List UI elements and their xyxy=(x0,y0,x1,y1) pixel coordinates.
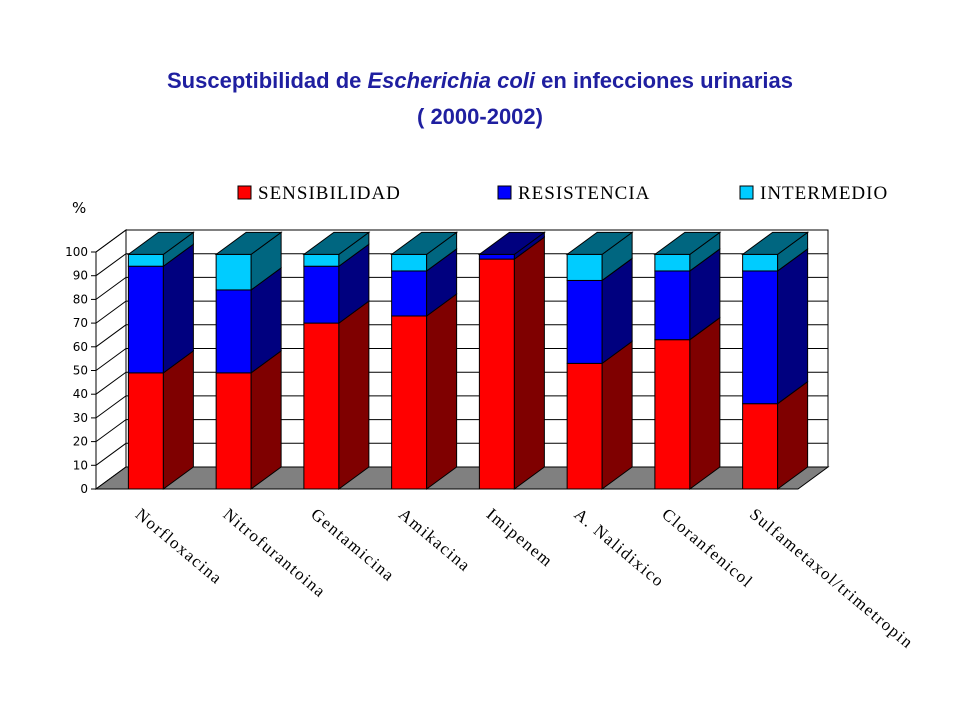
bar-resistencia-front xyxy=(654,270,691,341)
y-tick-label: 80 xyxy=(73,292,88,306)
legend-swatch xyxy=(739,185,754,200)
bar-top-cap xyxy=(741,231,810,255)
x-tick-label: Norfloxacina xyxy=(132,505,227,589)
floor xyxy=(94,466,830,490)
bar-top-cap xyxy=(126,231,195,255)
legend-swatch xyxy=(237,185,252,200)
bar-resistencia-side xyxy=(777,247,809,405)
bar-sensibilidad-side xyxy=(426,293,458,490)
bar-resistencia-front xyxy=(127,265,164,374)
y-tick-label: 90 xyxy=(73,269,88,283)
bar-sensibilidad-side xyxy=(513,236,545,490)
bar-intermedio-front xyxy=(127,253,164,267)
bar-intermedio-front xyxy=(391,253,428,272)
bar-resistencia-front xyxy=(742,270,779,405)
bar-sensibilidad-side xyxy=(162,349,194,490)
chart-subtitle: ( 2000-2002) xyxy=(417,104,543,129)
bar-sensibilidad-side xyxy=(250,349,282,490)
bar-sensibilidad-front xyxy=(215,372,252,490)
y-tick-label: 0 xyxy=(80,482,88,496)
chart-title: Susceptibilidad de Escherichia coli en i… xyxy=(0,68,960,94)
chart-title-pre: Susceptibilidad de xyxy=(167,68,368,93)
y-tick-label: 10 xyxy=(73,458,88,472)
bar-resistencia-front xyxy=(215,289,252,374)
chart-title-italic: Escherichia coli xyxy=(367,68,536,93)
bar-sensibilidad-side xyxy=(601,340,633,490)
bar-sensibilidad-front xyxy=(566,362,603,490)
bar-top-cap xyxy=(565,231,634,255)
bar-sensibilidad-side xyxy=(338,300,370,490)
bar-resistencia-front xyxy=(566,279,603,364)
bar-sensibilidad-front xyxy=(742,403,779,490)
x-tick-label: Gentamicina xyxy=(307,505,398,586)
bar-sensibilidad-front xyxy=(654,339,691,490)
legend-label: SENSIBILIDAD xyxy=(258,183,401,204)
bar-sensibilidad-front xyxy=(303,322,340,490)
bar-sensibilidad-front xyxy=(127,372,164,490)
gridline xyxy=(95,229,828,253)
bar-top-cap xyxy=(390,231,459,255)
y-tick-label: 60 xyxy=(73,340,88,354)
bar-intermedio-front xyxy=(303,253,340,267)
bar-top-cap xyxy=(477,231,546,255)
y-tick-label: 20 xyxy=(73,435,88,449)
legend-label: INTERMEDIO xyxy=(760,183,888,204)
bar-intermedio-front xyxy=(566,253,603,281)
bar-sensibilidad-front xyxy=(478,258,515,490)
bar-top-cap xyxy=(653,231,722,255)
y-tick-label: 30 xyxy=(73,411,88,425)
bar-resistencia-front xyxy=(391,270,428,317)
bar-intermedio-front xyxy=(654,253,691,272)
bar-resistencia-front xyxy=(303,265,340,324)
y-tick-label: 100 xyxy=(65,245,88,259)
legend-label: RESISTENCIA xyxy=(518,183,650,204)
y-tick-label: 40 xyxy=(73,387,88,401)
y-tick-label: 70 xyxy=(73,316,88,330)
bar-top-cap xyxy=(302,231,371,255)
legend-swatch xyxy=(497,185,512,200)
x-tick-label: Imipenem xyxy=(483,505,557,572)
y-axis-unit: % xyxy=(72,199,86,217)
x-tick-label: Cloranfenicol xyxy=(658,505,757,592)
bar-sensibilidad-side xyxy=(689,316,721,490)
x-tick-label: Sulfametaxol/trimetropin xyxy=(746,505,917,653)
chart-title-post: en infecciones urinarias xyxy=(535,68,793,93)
bar-top-cap xyxy=(214,231,283,255)
bar-sensibilidad-front xyxy=(391,315,428,490)
y-tick-label: 50 xyxy=(73,364,88,378)
x-tick-label: Amikacina xyxy=(395,505,475,576)
bar-resistencia-front xyxy=(478,253,515,260)
bar-intermedio-front xyxy=(742,253,779,272)
bar-intermedio-front xyxy=(215,253,252,291)
x-tick-label: A. Nalidixico xyxy=(571,505,669,592)
